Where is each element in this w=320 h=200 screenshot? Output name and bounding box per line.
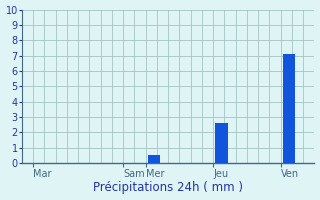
X-axis label: Précipitations 24h ( mm ): Précipitations 24h ( mm ) xyxy=(93,181,243,194)
Bar xyxy=(148,155,160,163)
Bar xyxy=(283,54,295,163)
Bar xyxy=(215,123,228,163)
